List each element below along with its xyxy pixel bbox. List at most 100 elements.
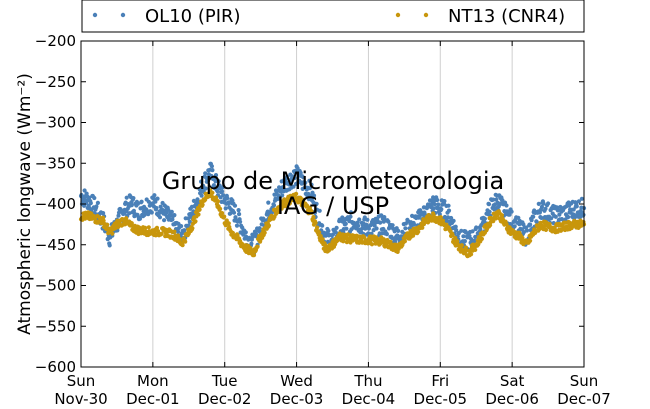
data-point xyxy=(177,236,182,241)
data-point xyxy=(87,195,92,200)
data-point xyxy=(315,225,320,230)
data-point xyxy=(435,197,440,203)
series-1 xyxy=(78,188,587,259)
data-point xyxy=(236,208,241,213)
data-point xyxy=(343,221,348,226)
legend-marker xyxy=(395,12,401,18)
data-point xyxy=(436,202,441,207)
data-point xyxy=(124,216,129,221)
data-point xyxy=(124,195,129,200)
data-point xyxy=(546,201,551,206)
data-point xyxy=(288,180,293,185)
data-point xyxy=(348,210,354,215)
data-point xyxy=(446,203,451,208)
data-point xyxy=(172,229,177,234)
data-point xyxy=(237,212,242,217)
watermark: Grupo de Micrometeorologia IAG / USP xyxy=(162,167,504,220)
data-point xyxy=(487,209,492,214)
data-point xyxy=(374,226,379,231)
data-point xyxy=(482,216,487,221)
data-series xyxy=(78,161,587,259)
legend-marker xyxy=(423,12,429,18)
x-tick-label-day: Tue xyxy=(211,372,238,390)
data-point xyxy=(307,178,312,183)
data-point xyxy=(476,242,481,247)
x-tick-label-date: Dec-06 xyxy=(485,390,539,408)
data-point xyxy=(491,197,496,202)
x-tick-label-date: Dec-01 xyxy=(126,390,180,408)
data-point xyxy=(82,188,87,193)
data-point xyxy=(403,226,408,231)
data-point xyxy=(574,204,579,209)
data-point xyxy=(386,219,391,224)
data-point xyxy=(369,242,375,247)
data-point xyxy=(248,246,253,251)
data-point xyxy=(226,221,231,226)
data-point xyxy=(543,206,548,211)
data-point xyxy=(428,198,434,203)
data-point xyxy=(534,219,539,225)
data-point xyxy=(199,193,204,198)
legend-frame xyxy=(81,0,585,33)
data-point xyxy=(416,229,421,234)
legend-marker xyxy=(120,12,126,18)
data-point xyxy=(213,173,219,178)
data-point xyxy=(357,217,362,222)
data-point xyxy=(101,218,106,223)
data-point xyxy=(218,206,223,211)
data-point xyxy=(344,226,349,231)
data-point xyxy=(309,182,314,187)
data-point xyxy=(94,204,99,209)
data-point xyxy=(504,203,509,208)
x-tick-label-day: Sat xyxy=(500,372,525,390)
data-point xyxy=(262,230,267,235)
data-point xyxy=(317,230,322,235)
data-point xyxy=(221,193,226,198)
data-point xyxy=(95,200,100,205)
data-point xyxy=(129,203,134,208)
data-point xyxy=(446,208,452,213)
data-point xyxy=(287,201,292,206)
y-axis-label: Atmospheric longwave (Wm⁻²) xyxy=(15,73,35,335)
y-tick-label: −200 xyxy=(35,32,76,50)
data-point xyxy=(199,179,204,184)
data-point xyxy=(493,216,498,221)
data-point xyxy=(131,196,136,201)
data-point xyxy=(213,179,218,184)
data-point xyxy=(294,191,299,196)
data-point xyxy=(216,179,221,184)
data-point xyxy=(179,224,184,229)
data-point xyxy=(450,232,455,238)
series-0 xyxy=(78,161,587,256)
data-point xyxy=(431,206,436,211)
data-point xyxy=(235,233,240,238)
data-point xyxy=(311,215,316,220)
data-point xyxy=(470,229,475,234)
data-point xyxy=(438,215,443,220)
data-point xyxy=(146,225,151,230)
data-point xyxy=(469,252,474,257)
data-point xyxy=(225,196,230,201)
data-point xyxy=(553,214,558,219)
data-point xyxy=(285,174,290,179)
data-point xyxy=(105,222,110,227)
data-point xyxy=(461,234,466,239)
data-point xyxy=(512,224,517,229)
data-point xyxy=(298,170,303,175)
data-point xyxy=(190,226,195,231)
data-point xyxy=(162,218,167,223)
data-point xyxy=(486,202,492,207)
data-point xyxy=(543,227,549,232)
data-point xyxy=(384,232,389,237)
data-point xyxy=(472,238,477,243)
y-tick-label: −550 xyxy=(35,317,76,335)
data-point xyxy=(494,197,499,202)
data-point xyxy=(462,239,467,244)
data-point xyxy=(266,200,271,205)
data-point xyxy=(220,189,225,194)
data-point xyxy=(154,225,160,230)
x-tick-label-day: Sun xyxy=(67,372,96,390)
x-tick-label-day: Mon xyxy=(137,372,169,390)
data-point xyxy=(220,185,225,190)
y-tick-label: −500 xyxy=(35,277,76,295)
